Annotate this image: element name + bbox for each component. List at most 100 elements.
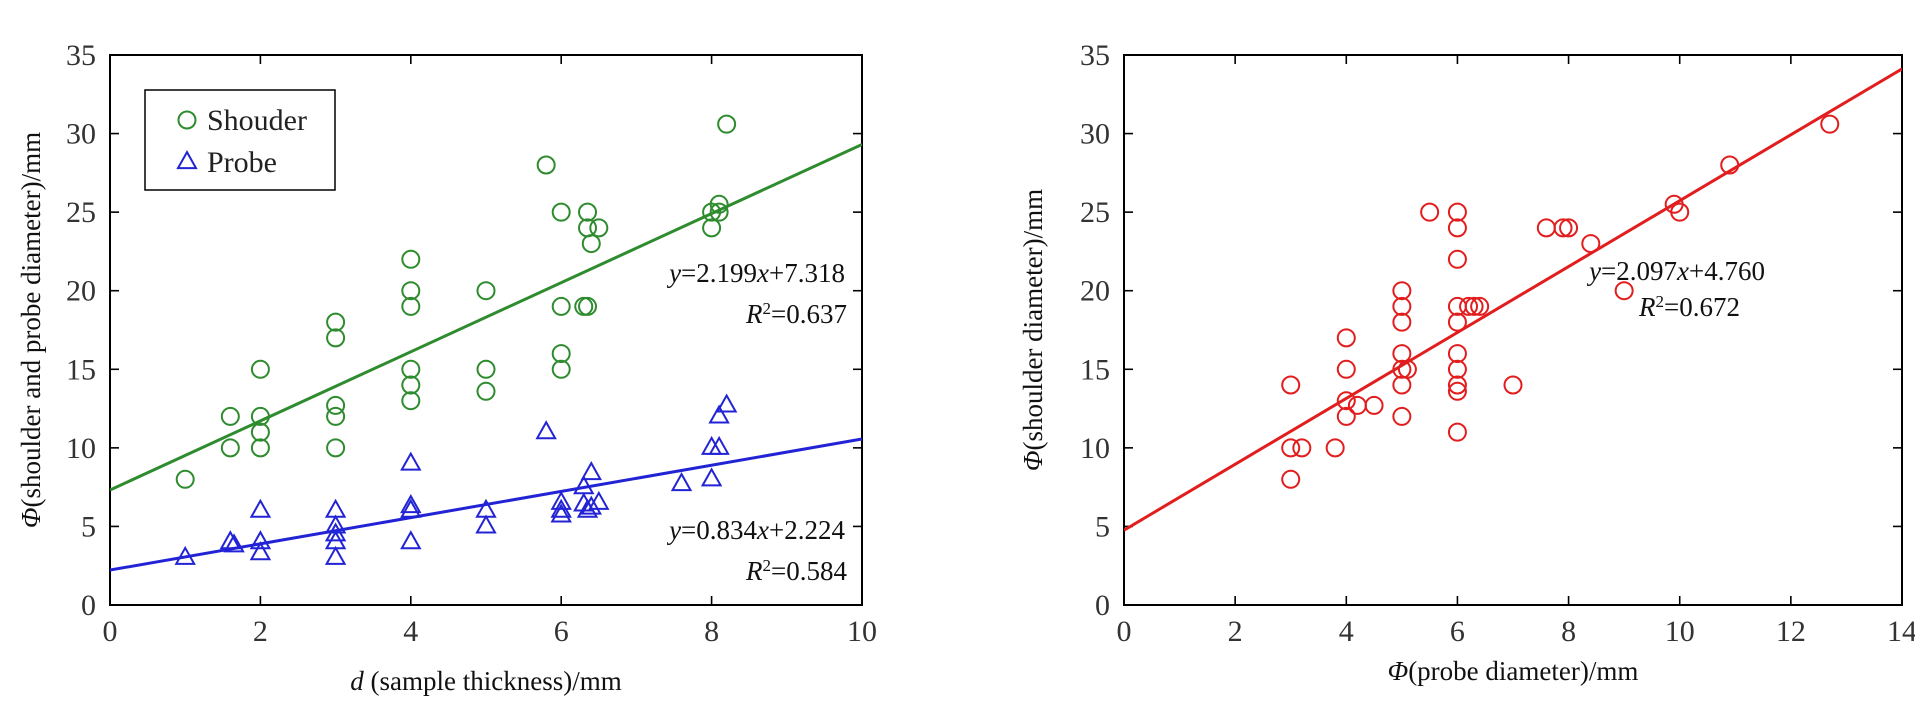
x-tick-label: 8	[704, 615, 719, 648]
data-point-circle	[1336, 391, 1356, 411]
data-point-circle	[574, 296, 594, 316]
data-point-triangle	[249, 498, 272, 518]
data-point-circle	[1553, 218, 1573, 238]
data-point-circle	[1720, 155, 1740, 175]
data-point-triangle	[324, 545, 347, 565]
data-point-triangle	[715, 393, 738, 413]
fit-r-squared: R2=0.584	[745, 556, 847, 587]
data-point-circle	[326, 395, 346, 415]
legend: Shouder Probe	[144, 89, 336, 191]
data-point-triangle	[700, 467, 723, 487]
y-tick-label: 25	[1080, 196, 1110, 229]
data-point-triangle	[535, 420, 557, 440]
legend-label: Probe	[207, 146, 277, 179]
y-tick-label: 30	[1080, 118, 1110, 151]
legend-box	[144, 89, 336, 191]
data-point-circle	[1447, 249, 1467, 269]
fit-line-series-0	[1124, 67, 1902, 532]
data-point-circle	[326, 328, 346, 348]
y-tick-label: 10	[1080, 432, 1110, 465]
data-point-circle	[1392, 312, 1412, 332]
fit-line-shouder	[110, 143, 862, 492]
data-point-circle	[1347, 395, 1367, 415]
data-point-circle	[220, 438, 240, 458]
data-point-triangle	[400, 494, 422, 514]
fit-r-squared: R2=0.672	[1638, 292, 1740, 323]
data-point-triangle	[475, 514, 497, 534]
data-point-circle	[1336, 406, 1356, 426]
y-tick-label: 5	[1095, 510, 1110, 543]
x-axis-title: d (sample thickness)/mm	[350, 666, 621, 696]
data-point-circle	[1820, 114, 1840, 134]
data-point-circle	[1670, 202, 1690, 222]
data-point-circle	[1447, 202, 1467, 222]
data-point-circle	[250, 359, 270, 379]
data-point-circle	[1392, 375, 1412, 395]
y-tick-label: 35	[66, 39, 96, 72]
data-point-circle	[476, 359, 496, 379]
data-point-circle	[551, 359, 571, 379]
data-point-circle	[1281, 469, 1301, 489]
fit-equation: y=0.834x+2.224	[666, 515, 845, 545]
data-point-circle	[1392, 344, 1412, 364]
fit-r-squared: R2=0.637	[745, 299, 847, 330]
data-point-triangle	[550, 498, 572, 518]
data-point-circle	[1447, 218, 1467, 238]
y-axis-title: Φ(shoulder diameter)/mm	[1018, 189, 1048, 471]
data-point-circle	[1392, 281, 1412, 301]
y-tick-label: 15	[66, 353, 96, 386]
x-axis-title: Φ(probe diameter)/mm	[1388, 656, 1639, 686]
plot-frame	[109, 54, 863, 606]
y-tick-label: 20	[66, 275, 96, 308]
data-point-circle	[536, 155, 556, 175]
data-point-circle	[401, 375, 421, 395]
data-point-triangle	[588, 490, 610, 510]
data-point-circle	[1392, 359, 1412, 379]
data-point-circle	[1559, 218, 1579, 238]
data-point-triangle	[249, 541, 272, 561]
data-point-circle	[709, 202, 729, 222]
data-point-triangle	[708, 404, 730, 424]
data-point-circle	[589, 218, 609, 238]
data-point-circle	[702, 218, 722, 238]
data-point-circle	[578, 296, 598, 316]
data-point-triangle	[174, 545, 196, 565]
data-point-circle	[1392, 406, 1412, 426]
data-point-circle	[1447, 375, 1467, 395]
chart-panel-1: 0 2 4 6 8 10 0 5 10 15 20 25 30 35 d (sample thickness…	[16, 39, 877, 696]
data-point-triangle	[324, 498, 347, 518]
data-point-circle	[1614, 281, 1634, 301]
y-tick-label: 35	[1080, 39, 1110, 72]
data-point-circle	[1447, 359, 1467, 379]
x-tick-label: 2	[253, 615, 268, 648]
data-point-triangle	[400, 451, 422, 471]
data-point-circle	[717, 114, 737, 134]
data-point-circle	[326, 406, 346, 426]
x-tick-label: 14	[1887, 615, 1915, 648]
x-tick-label: 10	[847, 615, 877, 648]
fit-equation: y=2.199x+7.318	[666, 258, 845, 288]
data-point-triangle	[223, 533, 245, 553]
data-point-circle	[581, 234, 601, 254]
data-point-triangle	[400, 530, 422, 550]
data-point-triangle	[708, 435, 730, 455]
data-point-circle	[476, 281, 496, 301]
y-axis-title: Φ(shoulder and probe diameter)/mm	[16, 132, 46, 528]
x-tick-label: 4	[1339, 615, 1354, 648]
chart-panel-2: 0 2 4 6 8 10 12 14 0 5 10 15 20 25 30 35 Φ(probe diamete…	[1018, 39, 1915, 686]
plot-frame	[1123, 54, 1903, 606]
data-point-circle	[1459, 296, 1479, 316]
data-point-circle	[401, 391, 421, 411]
data-point-circle	[1447, 312, 1467, 332]
y-tick-label: 20	[1080, 275, 1110, 308]
data-point-circle	[476, 381, 496, 401]
data-point-triangle	[670, 472, 693, 492]
legend-marker-triangle	[176, 150, 198, 170]
legend-label: Shouder	[207, 104, 307, 137]
data-point-circle	[1325, 438, 1345, 458]
data-point-circle	[401, 359, 421, 379]
data-point-circle	[326, 312, 346, 332]
y-tick-label: 5	[81, 510, 96, 543]
y-tick-label: 0	[81, 589, 96, 622]
